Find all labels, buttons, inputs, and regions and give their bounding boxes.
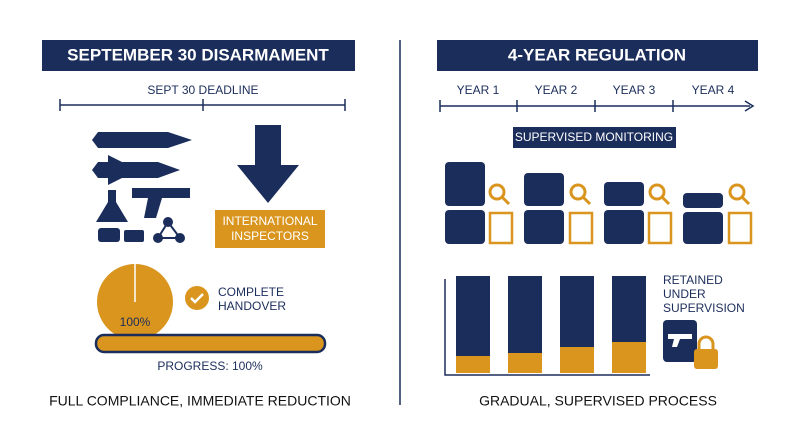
retained-icon-part <box>694 349 718 369</box>
monitoring-box <box>513 127 676 148</box>
weapon-icons-part <box>108 155 122 185</box>
inspectors-label: INSPECTORS <box>231 229 309 243</box>
weapon-icons-part <box>96 190 128 222</box>
monitoring-icons-part <box>683 193 723 208</box>
monitoring-icons-part <box>524 173 564 206</box>
weapon-icons-part <box>132 188 190 218</box>
monitoring-icons-part <box>648 183 666 201</box>
retained-label: SUPERVISION <box>663 301 745 315</box>
year-label: YEAR 4 <box>692 83 735 97</box>
monitoring-icons-part <box>581 195 592 206</box>
weapon-icons-part <box>124 230 144 242</box>
monitoring-icons-part <box>727 211 753 245</box>
left-header <box>42 40 355 71</box>
weapon-icons <box>92 132 192 243</box>
year-timeline <box>439 100 755 112</box>
monitoring-icons-part <box>683 212 723 244</box>
check-mark <box>190 293 204 304</box>
monitoring-icons-part <box>728 183 746 201</box>
weapon-icons-part <box>156 220 182 239</box>
monitoring-icons <box>445 162 753 245</box>
monitoring-icons-part <box>488 211 514 245</box>
retained-icon <box>663 320 718 369</box>
monitoring-icons-part <box>660 195 671 206</box>
reduction-bars-part <box>508 353 542 373</box>
reduction-bars <box>444 276 650 376</box>
progress-label: PROGRESS: 100% <box>157 359 263 373</box>
timeline-label: SEPT 30 DEADLINE <box>147 83 258 97</box>
pie-label: 100% <box>120 315 151 329</box>
weapon-icons-part <box>92 162 180 178</box>
monitoring-icons-part <box>647 211 673 245</box>
monitoring-icons-part <box>500 195 511 206</box>
retained-icon-part <box>668 334 692 347</box>
reduction-bars-part <box>456 356 490 373</box>
left-title: SEPTEMBER 30 DISARMAMENT <box>67 45 329 64</box>
handover-label: HANDOVER <box>218 299 286 313</box>
check-icon <box>185 286 209 310</box>
year-label: YEAR 1 <box>457 83 500 97</box>
handover-label: COMPLETE <box>218 285 284 299</box>
right-title: 4-YEAR REGULATION <box>508 45 686 64</box>
reduction-bars-part <box>444 279 650 376</box>
retained-icon-part <box>663 320 697 362</box>
inspectors-box <box>215 210 325 248</box>
reduction-bars-part <box>560 347 594 373</box>
monitoring-icons-part <box>604 182 644 206</box>
monitoring-icons-part <box>604 210 644 244</box>
weapon-icons-part <box>92 132 192 148</box>
monitoring-icons-part <box>445 162 485 206</box>
down-arrow <box>237 125 299 203</box>
monitoring-icons-part <box>740 195 751 206</box>
monitoring-icons-part <box>569 183 587 201</box>
retained-label: RETAINED <box>663 273 723 287</box>
right-caption: GRADUAL, SUPERVISED PROCESS <box>479 393 717 409</box>
progress-bar <box>94 333 327 354</box>
reduction-bars-part <box>612 342 646 373</box>
weapon-icons-part <box>98 228 120 242</box>
retained-label: UNDER <box>663 287 706 301</box>
deadline-timeline <box>59 99 346 111</box>
monitoring-icons-part <box>445 210 485 244</box>
monitoring-icons-part <box>524 210 564 244</box>
monitoring-label: SUPERVISED MONITORING <box>515 130 673 144</box>
year-timeline-part <box>744 100 755 112</box>
year-label: YEAR 2 <box>535 83 578 97</box>
year-label: YEAR 3 <box>613 83 656 97</box>
right-header <box>437 40 758 71</box>
left-caption: FULL COMPLIANCE, IMMEDIATE REDUCTION <box>49 393 351 409</box>
monitoring-icons-part <box>568 211 594 245</box>
inspectors-label: INTERNATIONAL <box>222 214 317 228</box>
monitoring-icons-part <box>488 183 506 201</box>
retained-icon-part <box>697 335 715 350</box>
